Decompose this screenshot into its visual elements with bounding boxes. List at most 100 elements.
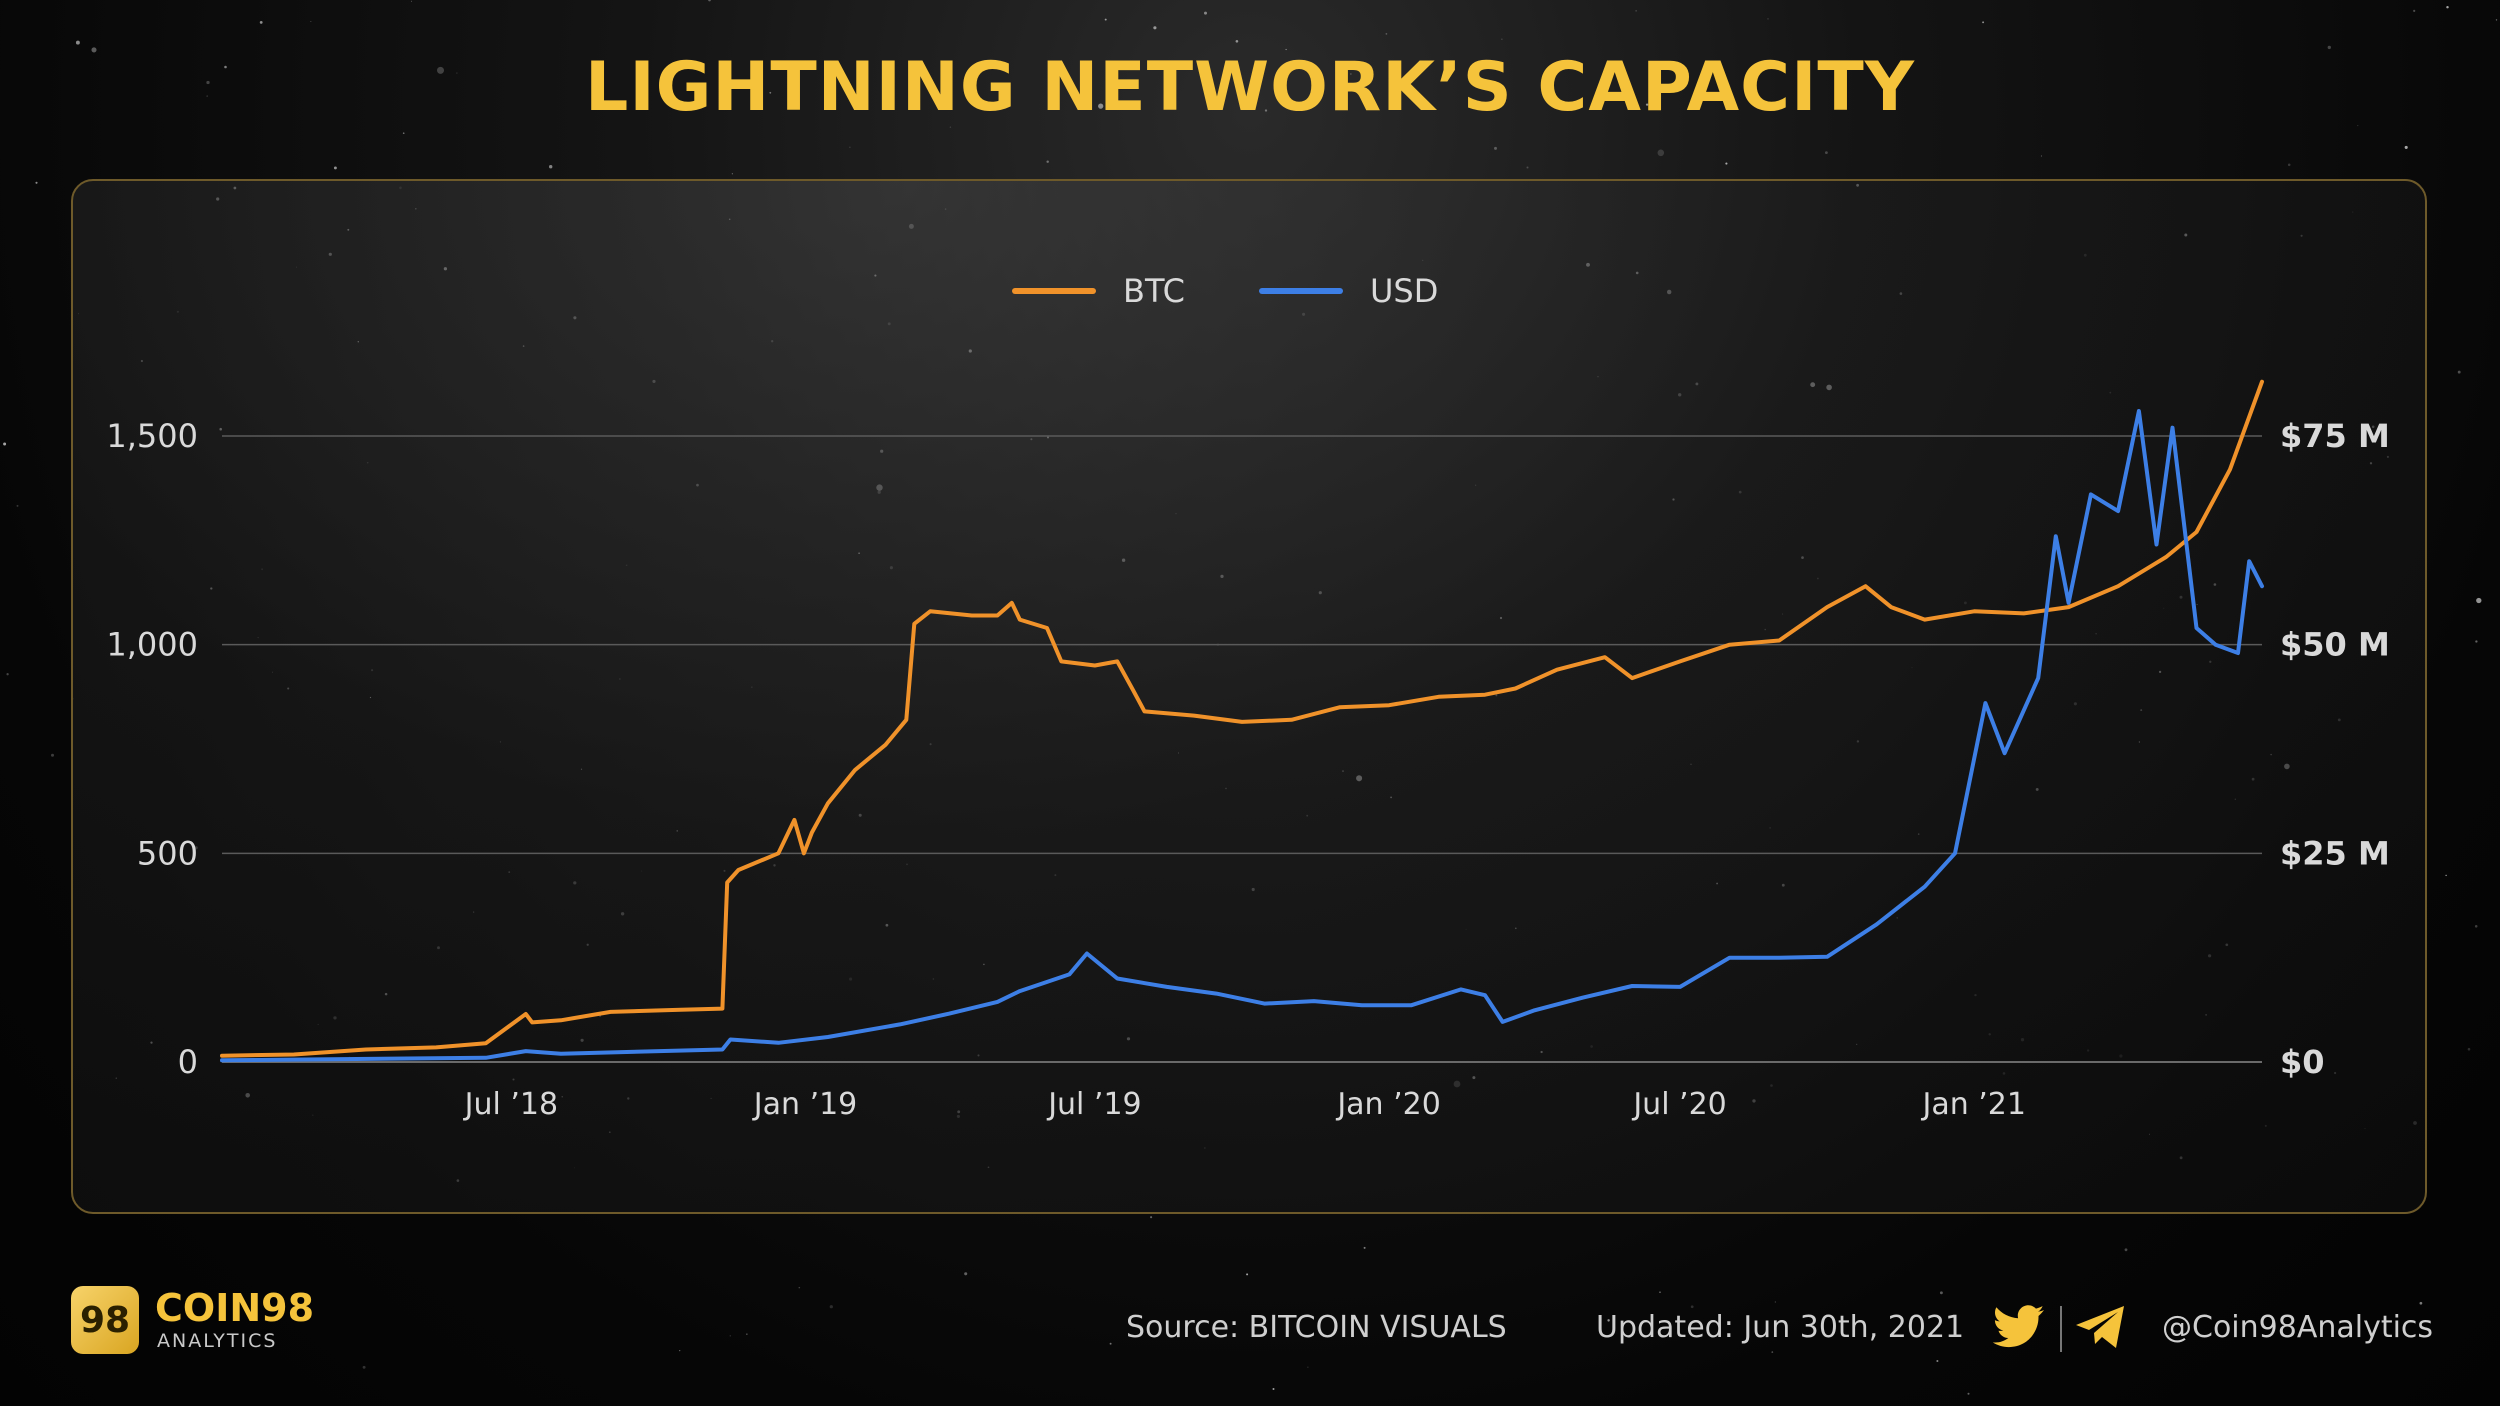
star-dot	[1774, 1301, 1776, 1303]
star-dot	[1690, 1305, 1694, 1309]
star-dot	[708, 0, 711, 2]
star-dot	[1771, 1351, 1774, 1353]
star-dot	[679, 1349, 681, 1352]
star-dot	[2404, 145, 2408, 149]
star-dot	[769, 91, 772, 94]
star-dot	[1767, 18, 1769, 20]
star-dot	[2445, 874, 2447, 877]
star-dot	[849, 146, 851, 148]
star-dot	[549, 165, 553, 169]
star-dot	[1150, 1216, 1153, 1219]
star-dot	[2475, 640, 2478, 643]
star-dot	[1350, 73, 1352, 75]
social-separator	[2060, 1306, 2062, 1352]
series-line-usd	[220, 409, 2264, 1063]
star-dot	[16, 504, 19, 507]
star-dot	[35, 181, 38, 184]
star-dot	[310, 20, 312, 22]
star-dot	[51, 753, 54, 757]
star-dot	[2474, 925, 2478, 928]
star-dot	[2476, 597, 2482, 604]
star-dot	[829, 1305, 833, 1309]
star-dot	[1264, 109, 1268, 112]
star-dot	[1385, 33, 1388, 35]
star-dot	[2419, 1301, 2423, 1305]
x-tick-label: Jul ’19	[1046, 1087, 1141, 1122]
star-dot	[410, 0, 413, 2]
star-dot	[1235, 39, 1239, 43]
star-dot	[746, 1333, 748, 1335]
star-dot	[1501, 38, 1503, 40]
y-left-tick-label: 1,500	[106, 417, 198, 455]
social-handle[interactable]: @Coin98Analytics	[2162, 1310, 2434, 1345]
y-left-tick-label: 500	[137, 834, 198, 872]
coin98-logo: 98	[71, 1286, 139, 1354]
star-dot	[2327, 45, 2331, 50]
star-dot	[6, 673, 9, 676]
star-dot	[1363, 1246, 1366, 1249]
y-right-tick-label: $25 M	[2280, 834, 2390, 872]
x-tick-label: Jan ’21	[1920, 1087, 2026, 1122]
star-dot	[2495, 19, 2498, 21]
star-dot	[1307, 1366, 1309, 1368]
chart-panel	[71, 179, 2427, 1214]
star-dot	[2467, 1047, 2471, 1051]
star-dot	[436, 66, 445, 74]
y-right-tick-label: $50 M	[2280, 626, 2390, 664]
brand-name: COIN98	[155, 1286, 315, 1330]
star-dot	[949, 126, 952, 128]
star-dot	[333, 166, 337, 170]
star-dot	[1494, 146, 1497, 150]
star-dot	[1104, 18, 1107, 21]
y-right-tick-label: $75 M	[2280, 417, 2390, 455]
star-dot	[3, 442, 7, 446]
star-dot	[1936, 1359, 1939, 1363]
x-tick-label: Jan ’19	[752, 1087, 858, 1122]
star-dot	[259, 21, 263, 24]
star-dot	[1526, 166, 1529, 169]
star-dot	[1098, 103, 1104, 109]
star-dot	[1246, 1273, 1249, 1276]
star-dot	[224, 65, 227, 69]
telegram-icon[interactable]	[2074, 1304, 2128, 1350]
star-dot	[1982, 21, 1985, 24]
star-dot	[91, 47, 97, 53]
logo-mark: 98	[79, 1299, 131, 1341]
updated-text: Updated: Jun 30th, 2021	[1596, 1310, 1965, 1345]
star-dot	[1645, 103, 1649, 106]
star-dot	[1939, 1291, 1943, 1295]
series-line-btc	[220, 379, 2264, 1058]
star-dot	[75, 40, 80, 45]
y-right-tick-label: $0	[2280, 1043, 2325, 1081]
twitter-icon[interactable]	[1992, 1304, 2046, 1350]
star-dot	[2446, 5, 2449, 9]
star-dot	[2040, 155, 2042, 157]
star-dot	[1657, 149, 1665, 157]
star-dot	[1204, 11, 1207, 15]
star-dot	[1109, 1342, 1112, 1345]
star-dot	[1824, 151, 1828, 155]
star-dot	[362, 1365, 366, 1369]
star-dot	[1635, 10, 1637, 12]
star-dot	[729, 1335, 731, 1337]
star-dot	[1967, 1392, 1970, 1395]
star-dot	[2457, 370, 2461, 374]
star-dot	[1046, 160, 1049, 163]
y-left-tick-label: 1,000	[106, 626, 198, 664]
star-dot	[1153, 26, 1157, 30]
star-dot	[456, 72, 458, 74]
brand-subtitle: ANALYTICS	[157, 1330, 278, 1352]
legend-label-btc: BTC	[1123, 272, 1185, 310]
star-dot	[2124, 1248, 2128, 1252]
star-dot	[1272, 1388, 1275, 1390]
star-dot	[731, 173, 734, 175]
star-dot	[206, 80, 210, 85]
star-dot	[1607, 1319, 1610, 1322]
legend-label-usd: USD	[1370, 272, 1438, 310]
star-dot	[1659, 1291, 1661, 1293]
source-text: Source: BITCOIN VISUALS	[1126, 1310, 1507, 1345]
star-dot	[2357, 125, 2359, 127]
star-dot	[1725, 162, 1728, 165]
star-dot	[402, 132, 405, 135]
